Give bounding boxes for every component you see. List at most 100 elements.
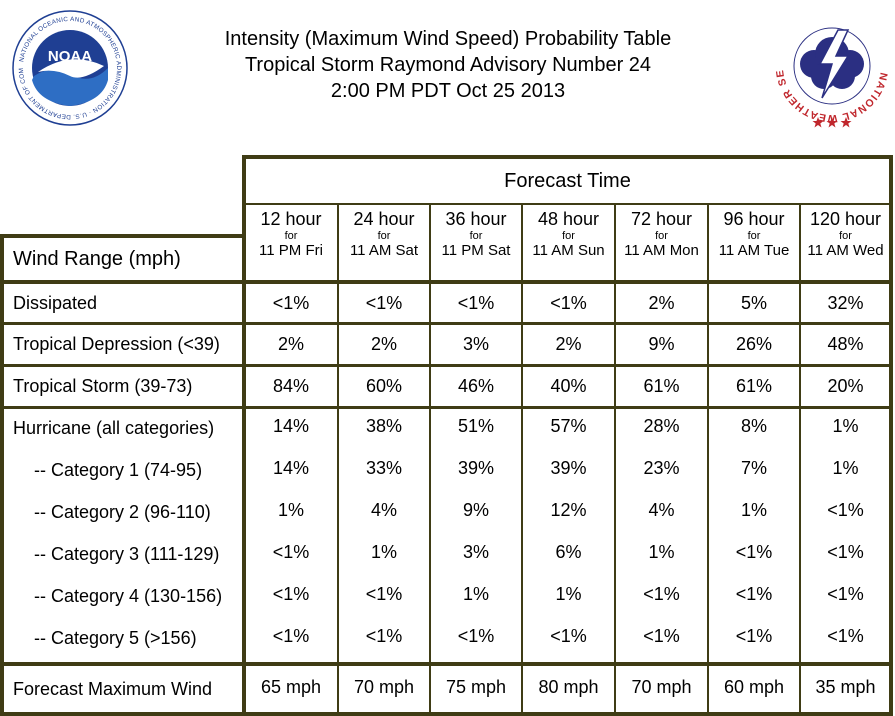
- table-cell: 1%: [648, 541, 675, 562]
- table-cell: 2%: [370, 333, 397, 354]
- table-cell: 33%: [365, 457, 403, 478]
- table-cell: <1%: [827, 541, 864, 562]
- table-cell: 1%: [740, 499, 767, 520]
- row-divider: [0, 364, 893, 367]
- column-divider: [521, 205, 523, 716]
- column-divider: [429, 205, 431, 716]
- column-hours: 96 hour: [723, 209, 785, 229]
- forecast-time-header: Forecast Time: [504, 169, 631, 192]
- column-header: 24 hour for 11 AM Sat: [339, 206, 429, 283]
- row-label: -- Category 1 (74-95): [34, 459, 203, 480]
- table-cell: 3%: [462, 541, 489, 562]
- row-divider: [0, 406, 893, 409]
- page-title: Intensity (Maximum Wind Speed) Probabili…: [150, 26, 746, 104]
- table-cell: 1%: [370, 541, 397, 562]
- table-cell: 38%: [365, 415, 403, 436]
- table-cell: <1%: [272, 541, 310, 562]
- noaa-logo: NOAA NATIONAL OCEANIC AND ATMOSPHERIC AD…: [12, 10, 128, 126]
- row-label: Tropical Depression (<39): [13, 333, 220, 354]
- table-top-border: [242, 155, 893, 159]
- row-label: Hurricane (all categories): [13, 417, 215, 438]
- advisory-line: Tropical Storm Raymond Advisory Number 2…: [244, 54, 652, 76]
- wind-range-top-border: [0, 234, 246, 238]
- column-for: for: [655, 230, 668, 242]
- table-cell: 4%: [370, 499, 397, 520]
- column-time: 11 AM Sat: [349, 242, 419, 259]
- column-header: 12 hour for 11 PM Fri: [245, 206, 337, 283]
- table-cell: 14%: [272, 457, 310, 478]
- column-for: for: [747, 230, 761, 242]
- table-bottom-border: [0, 712, 893, 716]
- table-cell: 12%: [550, 499, 587, 520]
- table-cell: <1%: [827, 625, 864, 646]
- column-header: 96 hour for 11 AM Tue: [709, 206, 799, 283]
- table-cell: 48%: [827, 333, 864, 354]
- max-wind-label: Forecast Maximum Wind: [13, 678, 213, 699]
- table-cell: <1%: [457, 625, 495, 646]
- max-wind-cell: 70 mph: [353, 676, 415, 697]
- table-cell: <1%: [550, 292, 587, 313]
- row-divider: [0, 322, 893, 325]
- table-cell: 1%: [832, 415, 859, 436]
- column-time: 11 PM Sat: [441, 242, 511, 259]
- stars-icon: [812, 117, 852, 128]
- table-cell: 46%: [457, 375, 495, 396]
- table-cell: 1%: [277, 499, 304, 520]
- table-cell: 1%: [462, 583, 489, 604]
- table-cell: <1%: [457, 292, 495, 313]
- column-time: 11 PM Fri: [259, 242, 323, 259]
- max-wind-cell: 35 mph: [815, 676, 876, 697]
- table-cell: 60%: [365, 375, 403, 396]
- column-hours: 36 hour: [445, 209, 507, 229]
- column-time: 11 AM Mon: [624, 242, 699, 259]
- table-cell: 6%: [555, 541, 582, 562]
- forecast-time-divider: [244, 203, 893, 205]
- table-cell: <1%: [365, 625, 403, 646]
- label-column-border: [242, 155, 246, 716]
- column-divider: [707, 205, 709, 716]
- column-hours: 120 hour: [809, 209, 882, 229]
- table-cell: 57%: [550, 415, 587, 436]
- table-cell: 39%: [457, 457, 495, 478]
- column-header: 72 hour for 11 AM Mon: [616, 206, 707, 283]
- column-hours: 72 hour: [630, 209, 693, 229]
- table-cell: 61%: [643, 375, 680, 396]
- column-divider: [337, 205, 339, 716]
- table-cell: <1%: [272, 292, 310, 313]
- table-cell: 84%: [272, 375, 310, 396]
- table-cell: <1%: [735, 541, 773, 562]
- column-header: 48 hour for 11 AM Sun: [523, 206, 614, 283]
- table-cell: 2%: [648, 292, 675, 313]
- column-divider: [799, 205, 801, 716]
- table-cell: 40%: [550, 375, 587, 396]
- row-label: Dissipated: [13, 292, 98, 313]
- table-cell: 26%: [735, 333, 773, 354]
- max-wind-cell: 65 mph: [260, 676, 322, 697]
- column-hours: 12 hour: [260, 209, 322, 229]
- row-label: -- Category 2 (96-110): [34, 501, 211, 522]
- table-cell: <1%: [272, 625, 310, 646]
- wind-range-header: Wind Range (mph): [13, 247, 181, 270]
- column-for: for: [377, 230, 391, 242]
- table-cell: 23%: [643, 457, 680, 478]
- column-time: 11 AM Sun: [532, 242, 605, 259]
- nws-logo: NATIONAL WEATHER SERVICE: [774, 6, 889, 128]
- table-cell: 9%: [462, 499, 489, 520]
- table-cell: 7%: [740, 457, 767, 478]
- max-wind-cell: 70 mph: [631, 676, 692, 697]
- header-bottom-border: [0, 280, 893, 284]
- column-for: for: [839, 230, 852, 242]
- column-time: 11 AM Tue: [718, 242, 790, 259]
- table-cell: 5%: [740, 292, 767, 313]
- table-cell: 9%: [648, 333, 675, 354]
- table-cell: 20%: [827, 375, 864, 396]
- issued-time-line: 2:00 PM PDT Oct 25 2013: [330, 80, 566, 102]
- column-hours: 24 hour: [353, 209, 415, 229]
- column-time: 11 AM Wed: [807, 242, 884, 259]
- table-cell: <1%: [643, 625, 680, 646]
- table-cell: <1%: [735, 583, 773, 604]
- table-right-border: [889, 155, 893, 716]
- row-label: -- Category 5 (>156): [34, 627, 197, 648]
- table-cell: <1%: [643, 583, 680, 604]
